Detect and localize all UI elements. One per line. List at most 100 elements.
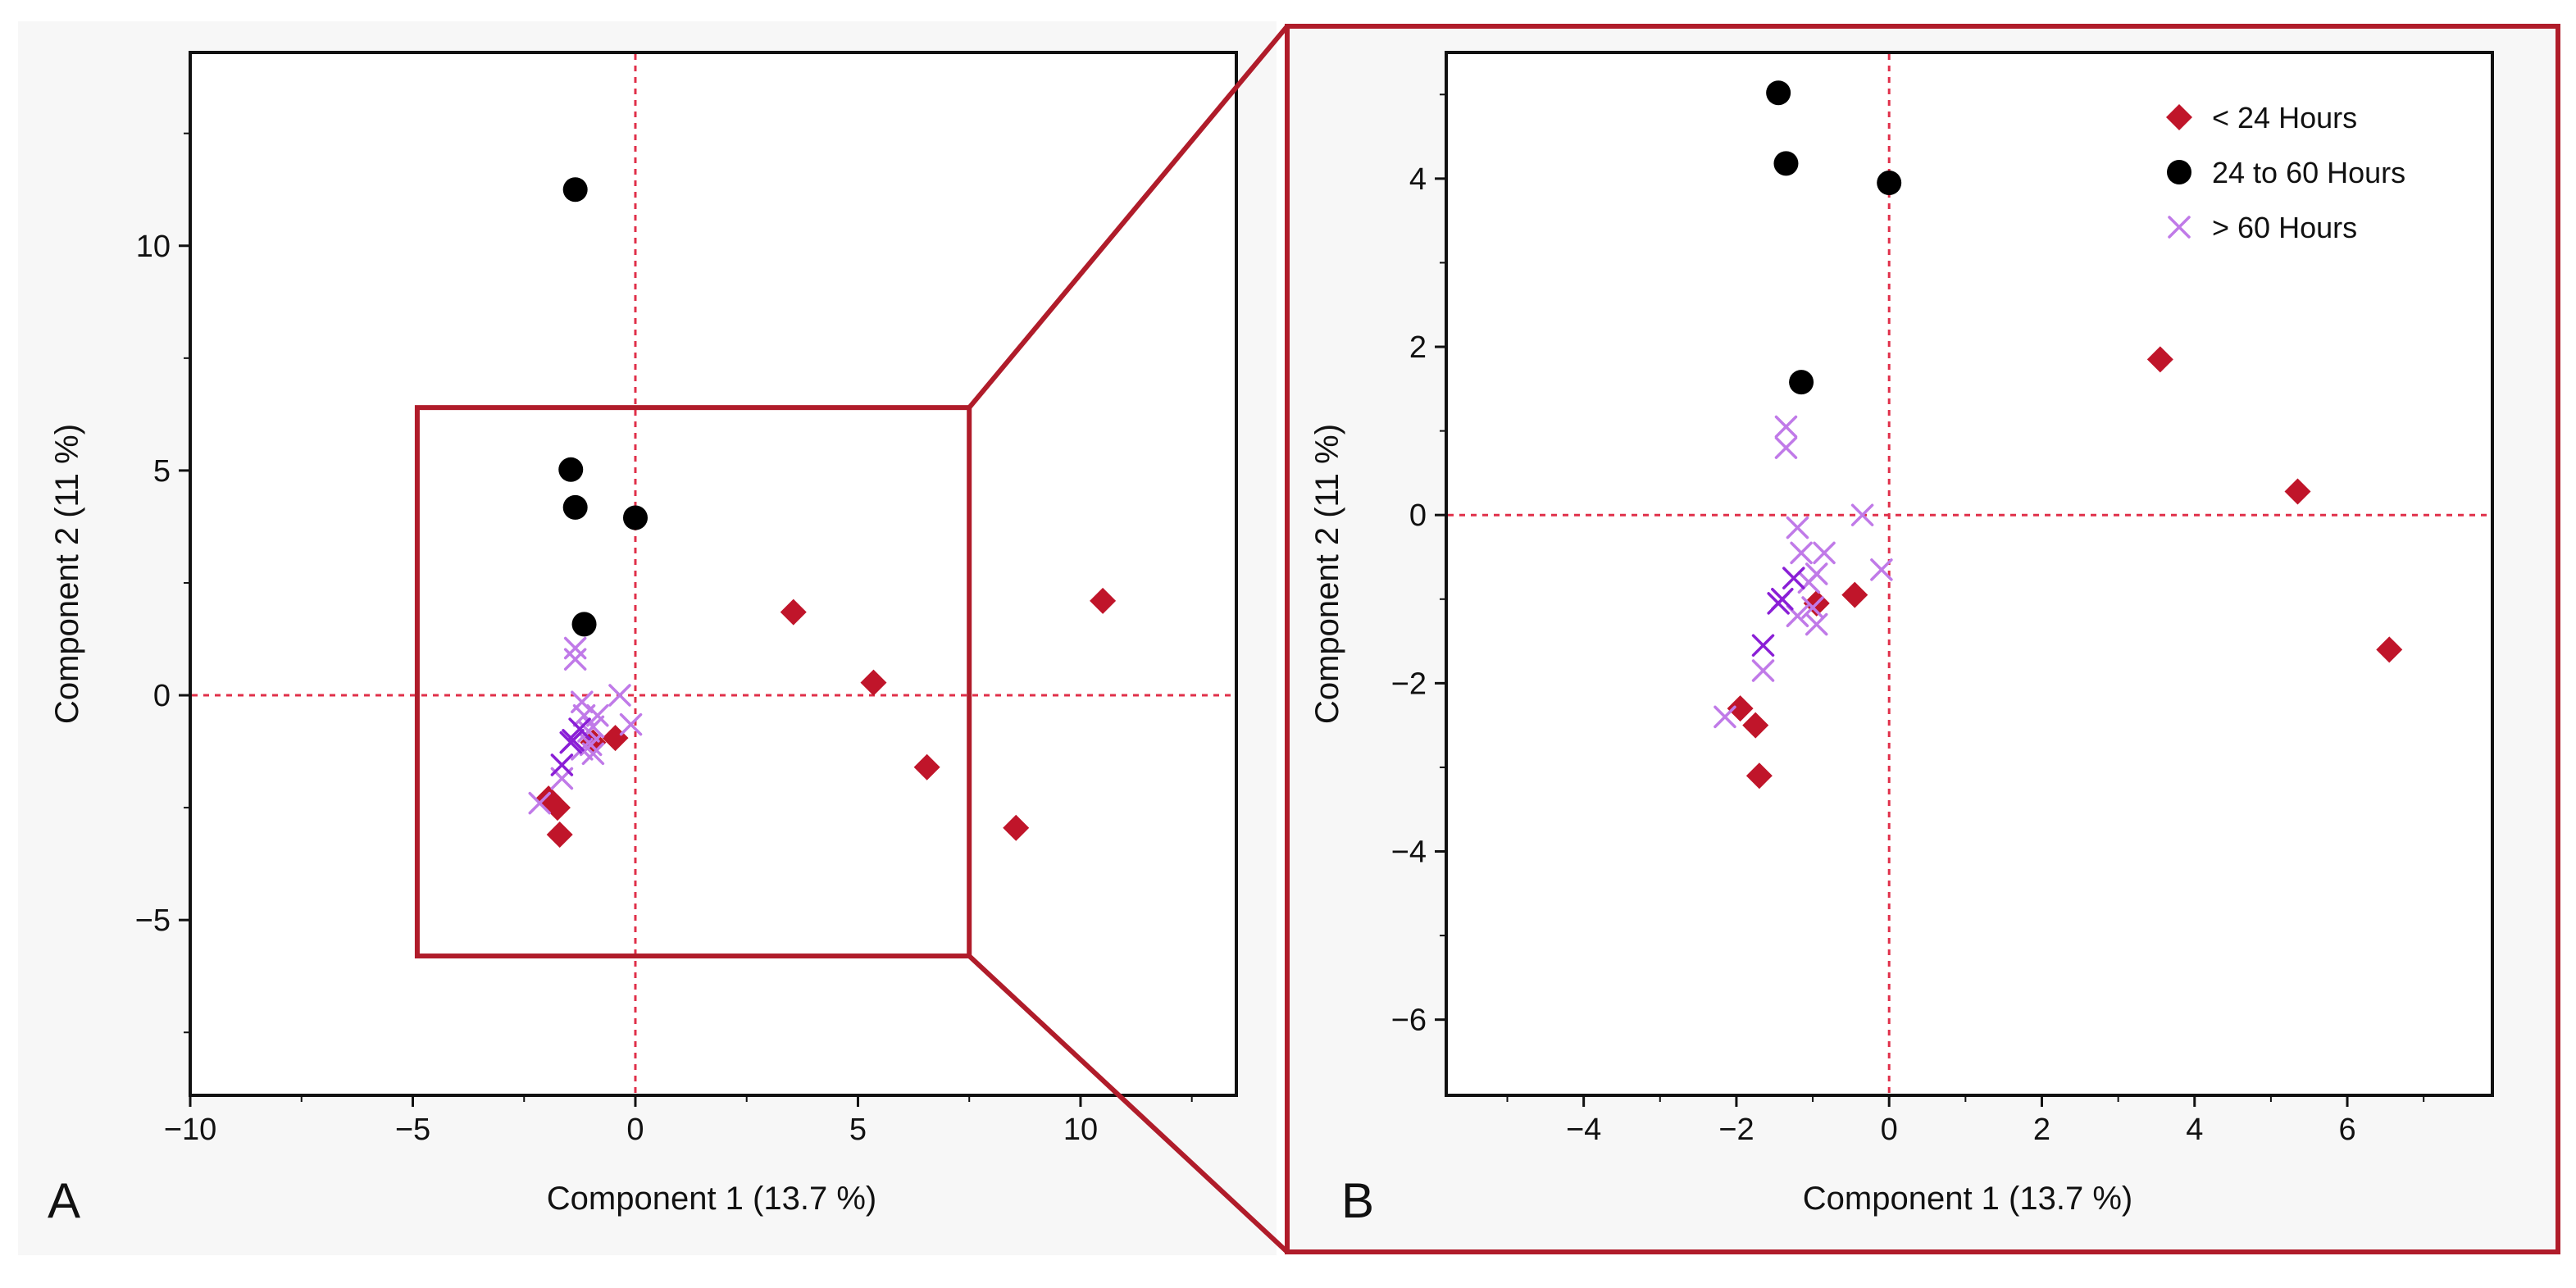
x-tick-label: 0 [1881,1113,1898,1147]
data-point-x [608,684,631,707]
data-point-diamond [544,794,571,821]
data-point-x [1751,634,1775,657]
x-tick-label: −10 [164,1113,216,1147]
panel-a-x-axis-title: Component 1 (13.7 %) [547,1181,876,1217]
zoom-region-box [414,405,972,959]
data-point-circle [1789,370,1814,395]
x-tick-label: 5 [849,1113,867,1147]
data-point-diamond [1742,712,1769,739]
data-point-diamond [2146,346,2173,373]
data-point-circle [562,494,588,520]
panel-b-zero-lines [1448,54,2491,1094]
data-point-x [1774,415,1798,439]
panel-b-y-axis-title: Component 2 (11 %) [1309,424,1345,724]
data-point-diamond [1090,587,1117,614]
data-point-diamond [602,725,629,752]
x-tick-label: 10 [1063,1113,1098,1147]
panel-a-plot-area [189,51,1238,1097]
data-point-diamond [913,753,940,781]
data-point-diamond [1727,695,1754,722]
data-point-x [568,717,591,740]
data-point-x [1870,558,1893,581]
x-tick-label: −2 [1718,1113,1754,1147]
x-tick-label: −4 [1566,1113,1601,1147]
data-point-diamond [546,821,573,848]
data-point-circle [558,457,584,482]
y-tick-label: 5 [153,454,171,489]
data-point-circle [1766,80,1791,106]
y-tick-label: 10 [136,230,171,264]
data-point-x [581,742,605,766]
data-point-circle [571,612,597,637]
y-tick-label: 0 [153,679,171,713]
y-tick-label: 2 [1409,330,1427,365]
data-point-diamond [1745,762,1773,790]
data-point-x [1786,516,1809,539]
x-tick-label: 0 [626,1113,644,1147]
data-point-x [1790,541,1813,565]
data-point-circle [562,177,588,203]
legend-marker-lt24 [2166,104,2192,130]
data-point-x [1782,567,1805,589]
panel-a-points [528,177,1117,848]
data-point-x [1805,612,1828,636]
panel-a-y-ticks: −5 0 5 10 [135,132,190,1034]
legend-label-gt60: > 60 Hours [2212,211,2357,244]
zoom-connector-bottom [967,953,1290,1254]
x-tick-label: 4 [2186,1113,2203,1147]
y-tick-label: 4 [1409,162,1427,197]
data-point-x [1797,571,1821,594]
y-tick-label: 0 [1409,498,1427,533]
legend-marker-24-60 [2167,160,2191,184]
zoom-connector-top [967,25,1290,410]
y-tick-label: −5 [135,903,171,938]
data-point-x [619,712,643,736]
y-tick-label: −2 [1391,667,1427,701]
data-point-diamond [2284,478,2311,505]
legend-label-24-60: 24 to 60 Hours [2212,156,2405,189]
panel-a: −10 −5 0 5 10 −5 0 5 10 Component 1 (13.7 %) Co… [18,21,1277,1255]
panel-a-letter: A [48,1173,80,1228]
panel-b-x-axis-title: Component 1 (13.7 %) [1803,1181,2132,1217]
panel-a-x-ticks: −10 −5 0 5 10 [164,1095,1193,1147]
data-point-x [550,753,574,776]
panel-b-letter: B [1341,1173,1374,1228]
data-point-x [559,730,582,754]
data-point-diamond [1841,581,1868,608]
data-point-x [1813,541,1836,565]
data-point-x [1850,503,1874,526]
panel-a-zero-lines [192,54,1235,1094]
data-point-diamond [2376,636,2403,663]
legend-marker [2167,160,2191,184]
data-point-x [1774,436,1798,459]
panel-b-plot-area [1445,51,2494,1097]
y-tick-label: −6 [1391,1004,1427,1038]
data-point-x [528,791,551,815]
data-point-circle [622,505,648,530]
x-tick-label: 6 [2338,1113,2355,1147]
legend-label-lt24: < 24 Hours [2212,101,2357,134]
data-point-diamond [780,598,807,626]
data-point-x [1751,659,1775,682]
panel-b-y-ticks: −6 −4 −2 0 2 4 [1391,93,1446,1038]
x-tick-label: 2 [2033,1113,2050,1147]
data-point-x [563,648,587,671]
data-point-x [586,703,609,727]
data-point-x [1767,592,1790,615]
panel-b-points [1714,80,2403,790]
legend-marker [2166,104,2192,130]
data-point-diamond [860,669,887,696]
data-point-circle [1877,171,1902,195]
legend-marker-gt60 [2168,216,2191,239]
panel-b: −4 −2 0 2 4 6 −6 −4 −2 0 2 4 < 24 Hours 24 to 60 H… [1285,24,2560,1254]
legend: < 24 Hours 24 to 60 Hours > 60 Hours [2166,101,2405,244]
data-point-circle [1773,151,1799,176]
legend-marker [2168,216,2191,239]
y-tick-label: −4 [1391,835,1427,870]
data-point-x [1714,705,1736,729]
x-tick-label: −5 [395,1113,430,1147]
panel-b-x-ticks: −4 −2 0 2 4 6 [1506,1095,2425,1147]
panel-a-y-axis-title: Component 2 (11 %) [49,424,85,724]
data-point-diamond [1003,814,1030,841]
